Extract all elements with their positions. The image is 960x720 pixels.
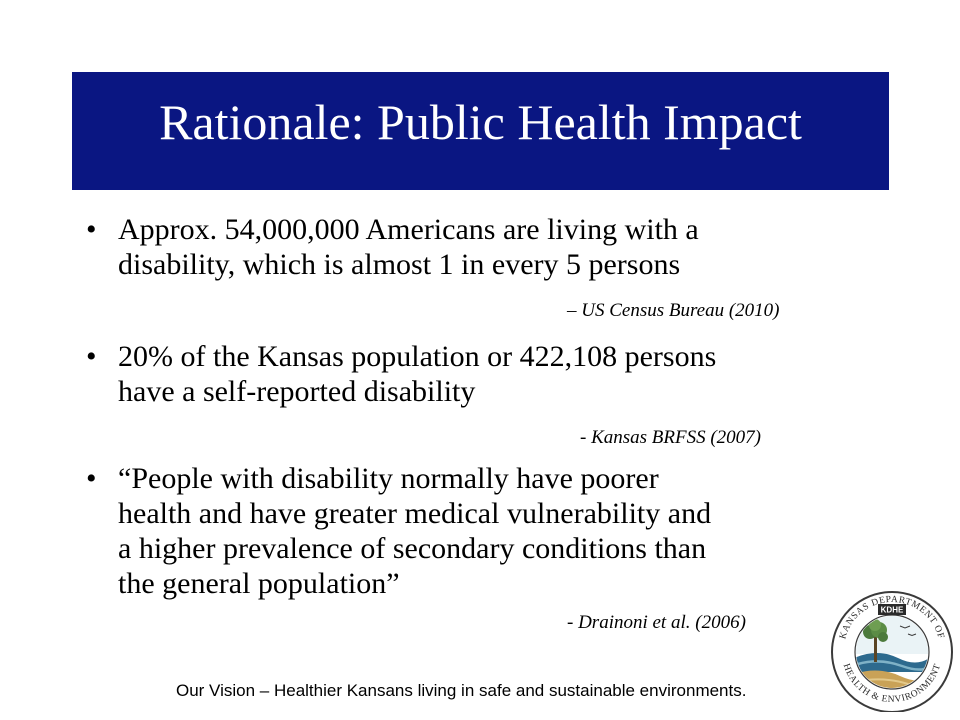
- bullet-1-line-1: Approx. 54,000,000 Americans are living …: [118, 213, 699, 246]
- bullet-3-line-4: the general population”: [118, 567, 400, 600]
- bullet-marker: •: [86, 340, 97, 373]
- citation-census: – US Census Bureau (2010): [567, 300, 780, 321]
- bullet-2-line-2: have a self-reported disability: [118, 375, 476, 408]
- bullet-marker: •: [86, 213, 97, 246]
- citation-brfss: - Kansas BRFSS (2007): [580, 427, 762, 448]
- bullet-marker: •: [86, 462, 97, 495]
- bullet-3-line-2: health and have greater medical vulnerab…: [118, 497, 712, 530]
- bullet-2-line-1: 20% of the Kansas population or 422,108 …: [118, 340, 717, 373]
- bullet-3-line-3: a higher prevalence of secondary conditi…: [118, 532, 707, 565]
- bullet-3-line-1: “People with disability normally have po…: [118, 462, 659, 495]
- svg-text:KDHE: KDHE: [881, 606, 904, 615]
- citation-drainoni: - Drainoni et al. (2006): [567, 612, 746, 633]
- footer-vision: Our Vision – Healthier Kansans living in…: [176, 681, 747, 700]
- slide-title: Rationale: Public Health Impact: [159, 94, 802, 150]
- title-banner: Rationale: Public Health Impact: [72, 72, 889, 190]
- bullet-1-line-2: disability, which is almost 1 in every 5…: [118, 248, 681, 281]
- seal-badge: [878, 604, 906, 615]
- kdhe-seal-logo: KANSAS DEPARTMENT OF HEALTH & ENVIRONMEN…: [831, 591, 953, 712]
